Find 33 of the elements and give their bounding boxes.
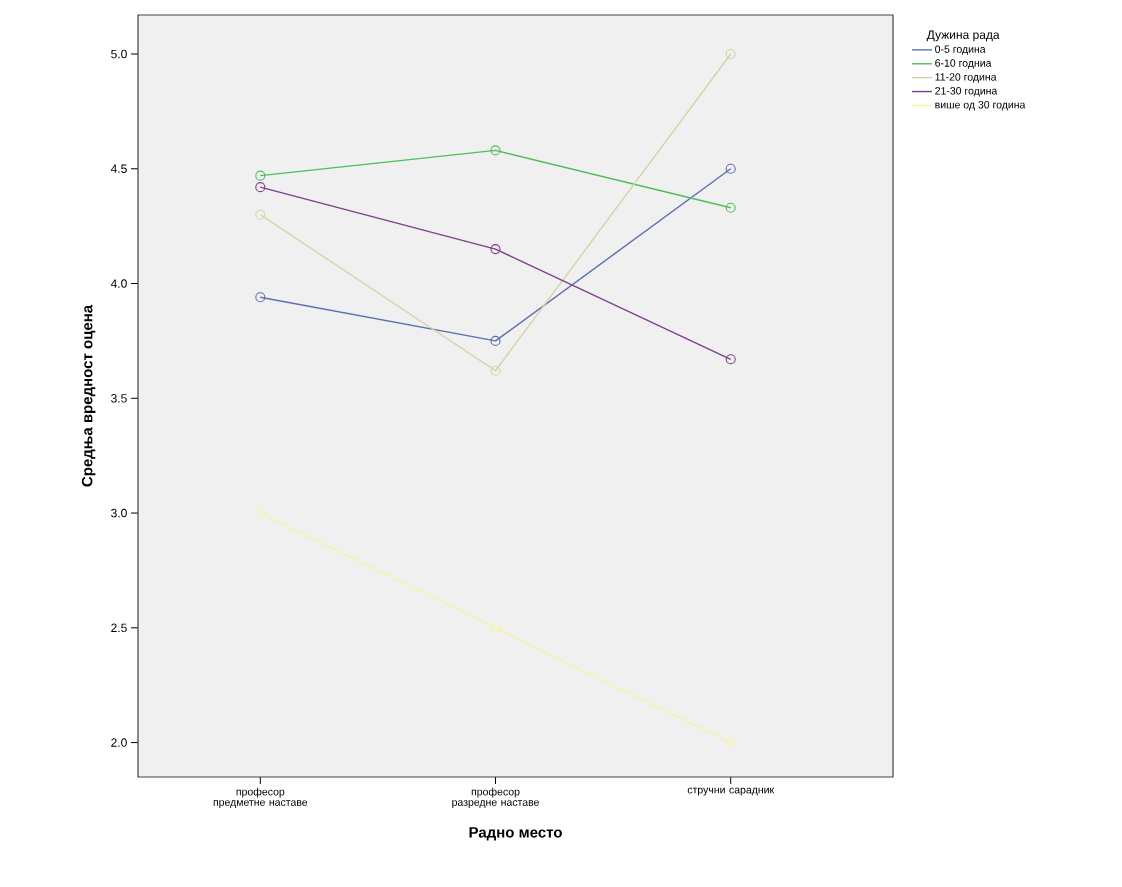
x-axis-title: Радно место (469, 827, 562, 841)
y-tick-label: 3.5 (111, 394, 127, 403)
y-tick-label: 2.0 (111, 738, 127, 747)
x-tick-label: стручни сарадник (687, 787, 775, 796)
x-tick-label: професор предметне наставе (213, 787, 308, 808)
point (725, 202, 736, 213)
y-tick-label: 4.0 (110, 279, 127, 288)
point (255, 170, 266, 181)
point (255, 292, 266, 303)
y-tick-label: 5.0 (111, 49, 127, 59)
y-axis-title: Средња вредност оцена (81, 304, 96, 487)
legend-label: више од 30 година (935, 100, 1026, 111)
point (255, 508, 266, 519)
point (490, 335, 501, 346)
legend-title: Дужина рада (926, 30, 1000, 42)
legend-label: 21-30 година (935, 87, 998, 97)
point (725, 163, 736, 174)
legend-label: 6-10 годниа (935, 59, 992, 69)
point (725, 737, 736, 748)
point (490, 244, 501, 255)
point (255, 209, 266, 220)
point (255, 182, 266, 193)
y-tick-label: 2.5 (111, 623, 127, 633)
y-tick-label: 3.0 (111, 508, 127, 518)
legend-label: 0-5 година (935, 45, 986, 55)
point (725, 354, 736, 365)
legend-label: 11-20 година (935, 73, 997, 83)
point (725, 48, 736, 60)
point (490, 365, 501, 376)
x-tick-label: професор разредне наставе (452, 787, 539, 808)
point (490, 622, 501, 633)
point (490, 145, 501, 156)
y-tick-label: 4.5 (110, 164, 127, 173)
